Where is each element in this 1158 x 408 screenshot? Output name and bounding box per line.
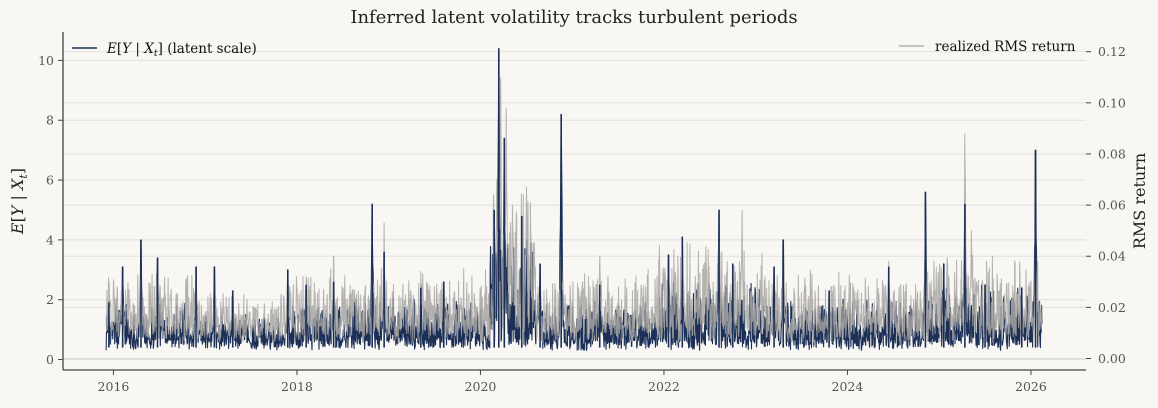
- x-tick-label: 2024: [832, 379, 864, 394]
- x-tick-label: 2020: [465, 379, 497, 394]
- y-right-tick-label: 0.02: [1098, 300, 1126, 315]
- legend-realized-label: realized RMS return: [935, 39, 1076, 55]
- legend-realized: realized RMS return: [899, 39, 1076, 55]
- y-right-tick-label: 0.10: [1098, 95, 1126, 110]
- y-right-tick-label: 0.04: [1098, 249, 1126, 264]
- ticks-layer: 2016 2018 2020 2022 2024 2026 0 2 4 6 8 10 0.00 0.02 0…: [38, 44, 1126, 394]
- axes-layer: [62, 32, 1086, 371]
- y-right-tick-label: 0.12: [1098, 44, 1126, 59]
- x-tick-label: 2022: [648, 379, 680, 394]
- y-left-tick-label: 2: [46, 292, 54, 307]
- y-left-tick-label: 4: [46, 232, 54, 247]
- y-left-tick-label: 0: [46, 352, 54, 367]
- y-axis-right-title: RMS return: [1130, 153, 1149, 249]
- legend-latent: E[Y | Xt] (latent scale): [72, 41, 257, 59]
- y-axis-left-title: E[Y | Xt]: [8, 168, 30, 235]
- legend-latent-label: E[Y | Xt] (latent scale): [106, 41, 257, 59]
- y-left-tick-label: 10: [38, 53, 54, 68]
- x-tick-label: 2026: [1015, 379, 1047, 394]
- series-line-latent: [105, 47, 1043, 351]
- y-left-tick-label: 8: [46, 113, 54, 128]
- series-line-realized: [105, 76, 1043, 344]
- y-right-tick-label: 0.08: [1098, 146, 1126, 161]
- y-right-tick-label: 0.06: [1098, 198, 1126, 213]
- y-left-tick-label: 6: [46, 173, 54, 188]
- chart-title: Inferred latent volatility tracks turbul…: [350, 7, 797, 28]
- grid-layer: [63, 51, 1086, 361]
- x-tick-label: 2016: [98, 379, 130, 394]
- axis-titles: E[Y | Xt] RMS return: [8, 153, 1149, 249]
- y-right-tick-label: 0.00: [1098, 351, 1126, 366]
- series-layer: [105, 47, 1043, 351]
- x-tick-label: 2018: [281, 379, 313, 394]
